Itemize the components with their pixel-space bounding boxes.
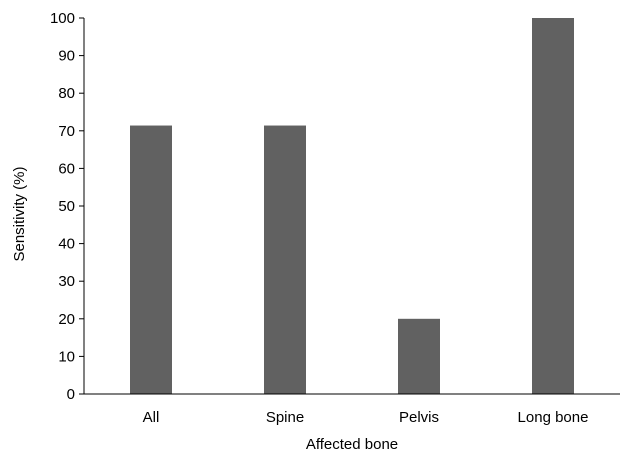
y-tick-label: 100 — [50, 10, 75, 27]
y-axis-title: Sensitivity (%) — [11, 166, 28, 261]
bar-long-bone — [532, 18, 574, 394]
y-tick-label: 70 — [58, 123, 75, 140]
x-tick-label: Spine — [266, 409, 304, 426]
y-tick-label: 50 — [58, 198, 75, 215]
y-tick-label: 90 — [58, 48, 75, 65]
y-tick-label: 10 — [58, 348, 75, 365]
y-tick-label: 60 — [58, 160, 75, 177]
y-tick-label: 80 — [58, 85, 75, 102]
x-tick-label: Pelvis — [399, 409, 439, 426]
y-tick-label: 30 — [58, 273, 75, 290]
bar-spine — [264, 125, 306, 394]
bar-pelvis — [398, 318, 440, 394]
x-axis-tick-labels: All Spine Pelvis Long bone — [143, 409, 589, 426]
y-tick-label: 0 — [67, 386, 75, 403]
y-axis-ticks: 0 10 20 30 40 50 60 70 80 90 100 — [50, 10, 84, 403]
x-tick-label: Long bone — [518, 409, 589, 426]
x-tick-label: All — [143, 409, 160, 426]
bar-all — [130, 125, 172, 394]
y-tick-label: 20 — [58, 311, 75, 328]
y-tick-label: 40 — [58, 236, 75, 253]
x-axis-title: Affected bone — [306, 436, 398, 453]
bars — [130, 18, 574, 394]
